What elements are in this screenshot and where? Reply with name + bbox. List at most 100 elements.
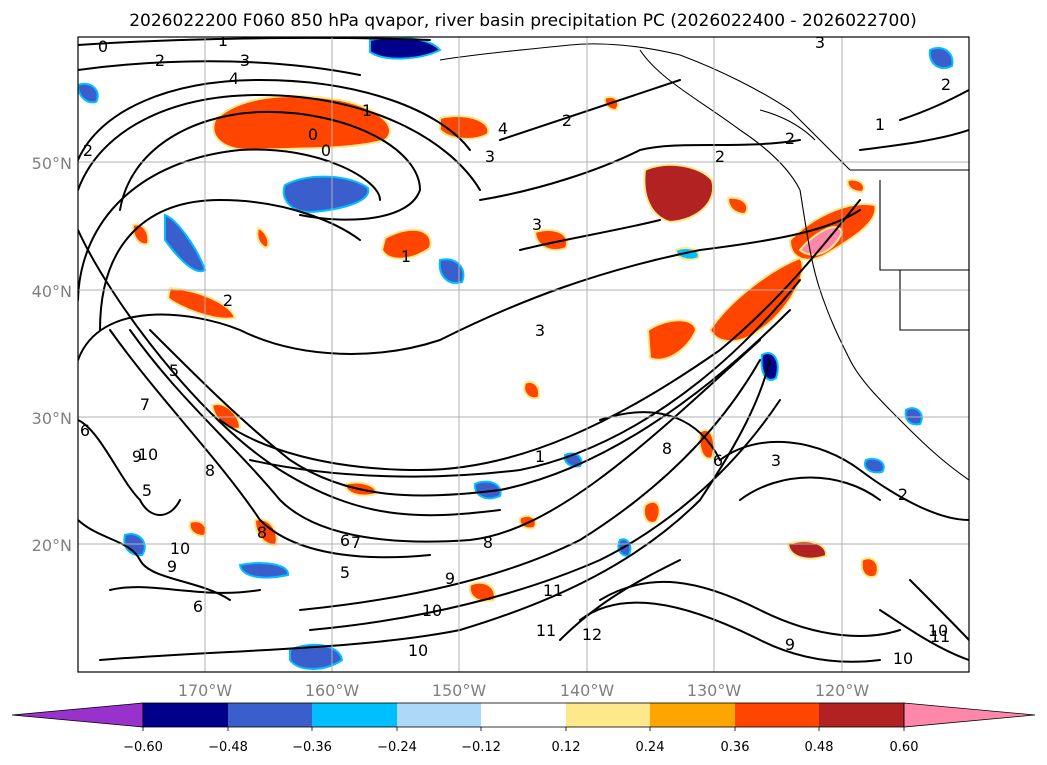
qvapor-contour	[99, 359, 771, 661]
map-frame	[77, 36, 970, 673]
precipitation-pc-shading	[78, 37, 954, 670]
contour-label: 3	[485, 147, 495, 166]
lon-label-160w: 160°W	[305, 681, 360, 700]
colorbar-outline	[142, 702, 905, 728]
colorbar-segment	[143, 703, 228, 727]
colorbar-extend-high	[903, 702, 1036, 728]
cb-tick-3: −0.24	[377, 740, 417, 755]
qvapor-contour	[249, 279, 801, 478]
contour-label: 6	[713, 451, 723, 470]
colorbar-segment	[312, 703, 397, 727]
contour-label: 7	[140, 395, 150, 414]
contour-label: 7	[351, 533, 361, 552]
contour-label: 1	[401, 247, 411, 266]
figure-title: 2026022200 F060 850 hPa qvapor, river ba…	[129, 11, 917, 31]
qvapor-contour	[78, 60, 361, 76]
contour-label: 1	[218, 31, 228, 50]
colorbar-segment	[397, 703, 481, 727]
pc-anomaly-patch	[289, 643, 344, 670]
pc-anomaly-patch	[760, 352, 779, 381]
contour-label: 8	[205, 461, 215, 480]
qvapor-contour	[599, 411, 721, 461]
contour-label: 0	[308, 125, 318, 144]
qvapor-contour	[899, 89, 969, 121]
latitude-labels: 50°N 40°N 30°N 20°N	[32, 154, 72, 555]
coastline	[799, 189, 969, 481]
qvapor-contour	[859, 129, 969, 151]
qvapor-contour	[78, 519, 231, 601]
contour-label: 10	[408, 641, 428, 660]
cb-tick-4: −0.12	[461, 740, 501, 755]
pc-anomaly-patch	[468, 581, 496, 603]
contour-label: 9	[132, 447, 142, 466]
cb-tick-6: 0.24	[636, 740, 665, 755]
qvapor-contour	[78, 37, 431, 46]
pc-anomaly-patch	[238, 562, 289, 579]
contour-label: 9	[167, 557, 177, 576]
colorbar	[11, 702, 1036, 731]
pc-anomaly-patch	[438, 258, 465, 284]
contour-label: 10	[893, 649, 913, 668]
longitude-labels: 170°W 160°W 150°W 140°W 130°W 120°W	[178, 681, 870, 700]
contour-label: 4	[498, 119, 508, 138]
contour-label: 2	[223, 291, 233, 310]
cb-tick-1: −0.48	[208, 740, 248, 755]
contour-label: 6	[80, 421, 90, 440]
colorbar-extend-low	[11, 702, 144, 728]
qvapor-contour	[219, 199, 861, 471]
colorbar-segment	[650, 703, 735, 727]
pc-anomaly-patch	[78, 82, 99, 104]
coastline	[759, 109, 816, 141]
contour-label: 8	[662, 439, 672, 458]
coastline	[439, 43, 851, 171]
cb-tick-0: −0.60	[123, 740, 163, 755]
contour-label: 2	[941, 75, 951, 94]
contour-label: 5	[340, 563, 350, 582]
qvapor-contour	[149, 309, 791, 497]
lon-label-170w: 170°W	[178, 681, 233, 700]
cb-tick-7: 0.36	[721, 740, 750, 755]
contour-label: 10	[138, 445, 158, 464]
qvapor-contour	[309, 399, 781, 631]
coastline	[639, 49, 801, 191]
contour-label: 8	[257, 523, 267, 542]
coastline	[879, 180, 969, 271]
qvapor-contour	[579, 601, 881, 663]
pc-anomaly-patch	[256, 226, 270, 250]
contour-label: 10	[928, 621, 948, 640]
qvapor-contour	[78, 94, 481, 191]
colorbar-tick-labels: −0.60 −0.48 −0.36 −0.24 −0.12 0.12 0.24 …	[123, 740, 918, 755]
qvapor-contour	[78, 79, 471, 161]
qvapor-contour	[739, 476, 881, 501]
qvapor-contour	[519, 219, 661, 251]
qvapor-contour	[479, 139, 801, 201]
contour-label: 4	[229, 69, 239, 88]
contour-label: 6	[193, 597, 203, 616]
pc-anomaly-patch	[928, 47, 954, 69]
contour-label: 11	[543, 581, 563, 600]
qvapor-contour	[99, 199, 361, 331]
qvapor-contour	[119, 110, 421, 221]
colorbar-segment	[228, 703, 312, 727]
qvapor-contour	[78, 148, 381, 301]
pc-anomaly-patch	[646, 319, 698, 361]
contour-label: 1	[535, 447, 545, 466]
contour-label: 2	[83, 141, 93, 160]
contour-label: 2	[715, 147, 725, 166]
qvapor-contours	[78, 37, 969, 663]
contour-label: 2	[898, 485, 908, 504]
gridlines	[78, 37, 969, 672]
contour-label: 9	[445, 569, 455, 588]
pc-anomaly-patch	[439, 114, 490, 140]
qvapor-contour	[559, 559, 681, 641]
pc-anomaly-patch	[380, 228, 432, 260]
pc-anomaly-patch	[860, 557, 879, 578]
contour-label: 3	[771, 451, 781, 470]
pc-anomaly-patch	[523, 380, 541, 400]
pc-anomaly-patch	[188, 520, 208, 538]
contour-label: 3	[815, 33, 825, 52]
qvapor-contour	[78, 419, 181, 516]
qvapor-contour	[499, 79, 681, 141]
contour-label: 1	[875, 115, 885, 134]
